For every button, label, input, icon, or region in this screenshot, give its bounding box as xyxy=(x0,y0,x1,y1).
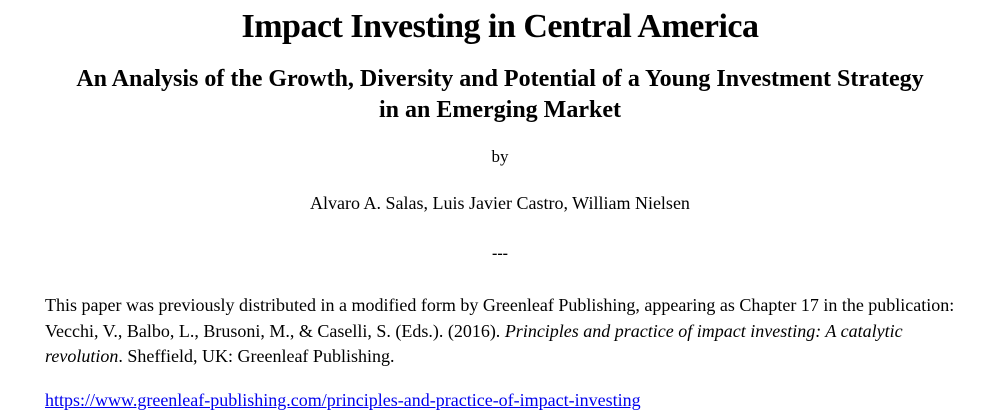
publication-note: This paper was previously distributed in… xyxy=(0,293,1000,370)
publisher-link-row: https://www.greenleaf-publishing.com/pri… xyxy=(0,390,1000,410)
paper-title: Impact Investing in Central America xyxy=(241,8,759,45)
publication-note-book-title: Principles and practice of impact invest… xyxy=(45,320,903,367)
publication-note-tail: . Sheffield, UK: Greenleaf Publishing. xyxy=(118,346,395,367)
authors-line: Alvaro A. Salas, Luis Javier Castro, Wil… xyxy=(310,193,690,214)
divider-dashes: --- xyxy=(492,245,508,263)
paper-subtitle: An Analysis of the Growth, Diversity and… xyxy=(76,65,924,123)
byline-label: by xyxy=(491,147,509,167)
publication-note-text: This paper was previously distributed in… xyxy=(45,295,955,341)
publisher-link[interactable]: https://www.greenleaf-publishing.com/pri… xyxy=(45,389,641,410)
